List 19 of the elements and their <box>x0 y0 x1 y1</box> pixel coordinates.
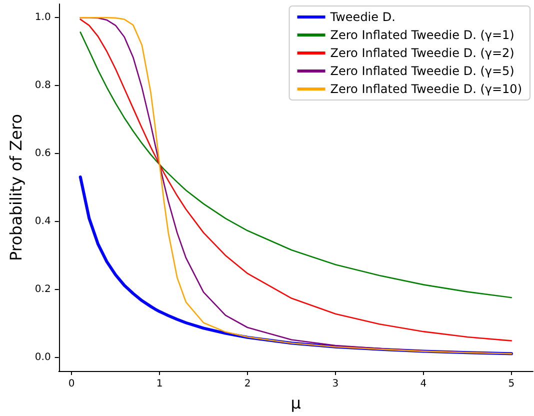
x-tick-label: 0 <box>68 378 75 390</box>
x-tick-label: 3 <box>332 378 339 390</box>
y-tick-label: 0.8 <box>34 80 51 92</box>
x-tick-label: 5 <box>508 378 515 390</box>
y-tick-label: 0.6 <box>34 148 51 160</box>
y-tick-label: 1.0 <box>34 12 51 24</box>
x-axis-title: μ <box>290 394 301 412</box>
x-tick-label: 2 <box>244 378 251 390</box>
y-tick-label: 0.2 <box>34 284 51 295</box>
y-tick-label: 0.0 <box>34 352 51 363</box>
legend-label: Zero Inflated Tweedie D. (γ=1) <box>330 28 514 42</box>
legend-label: Tweedie D. <box>329 10 396 24</box>
legend-label: Zero Inflated Tweedie D. (γ=5) <box>330 64 514 78</box>
y-axis-title: Probability of Zero <box>6 114 26 261</box>
x-tick-label: 4 <box>420 378 427 390</box>
y-tick-label: 0.4 <box>34 216 51 227</box>
x-tick-label: 1 <box>156 378 163 390</box>
legend-label: Zero Inflated Tweedie D. (γ=10) <box>330 82 522 96</box>
legend-label: Zero Inflated Tweedie D. (γ=2) <box>330 46 514 60</box>
